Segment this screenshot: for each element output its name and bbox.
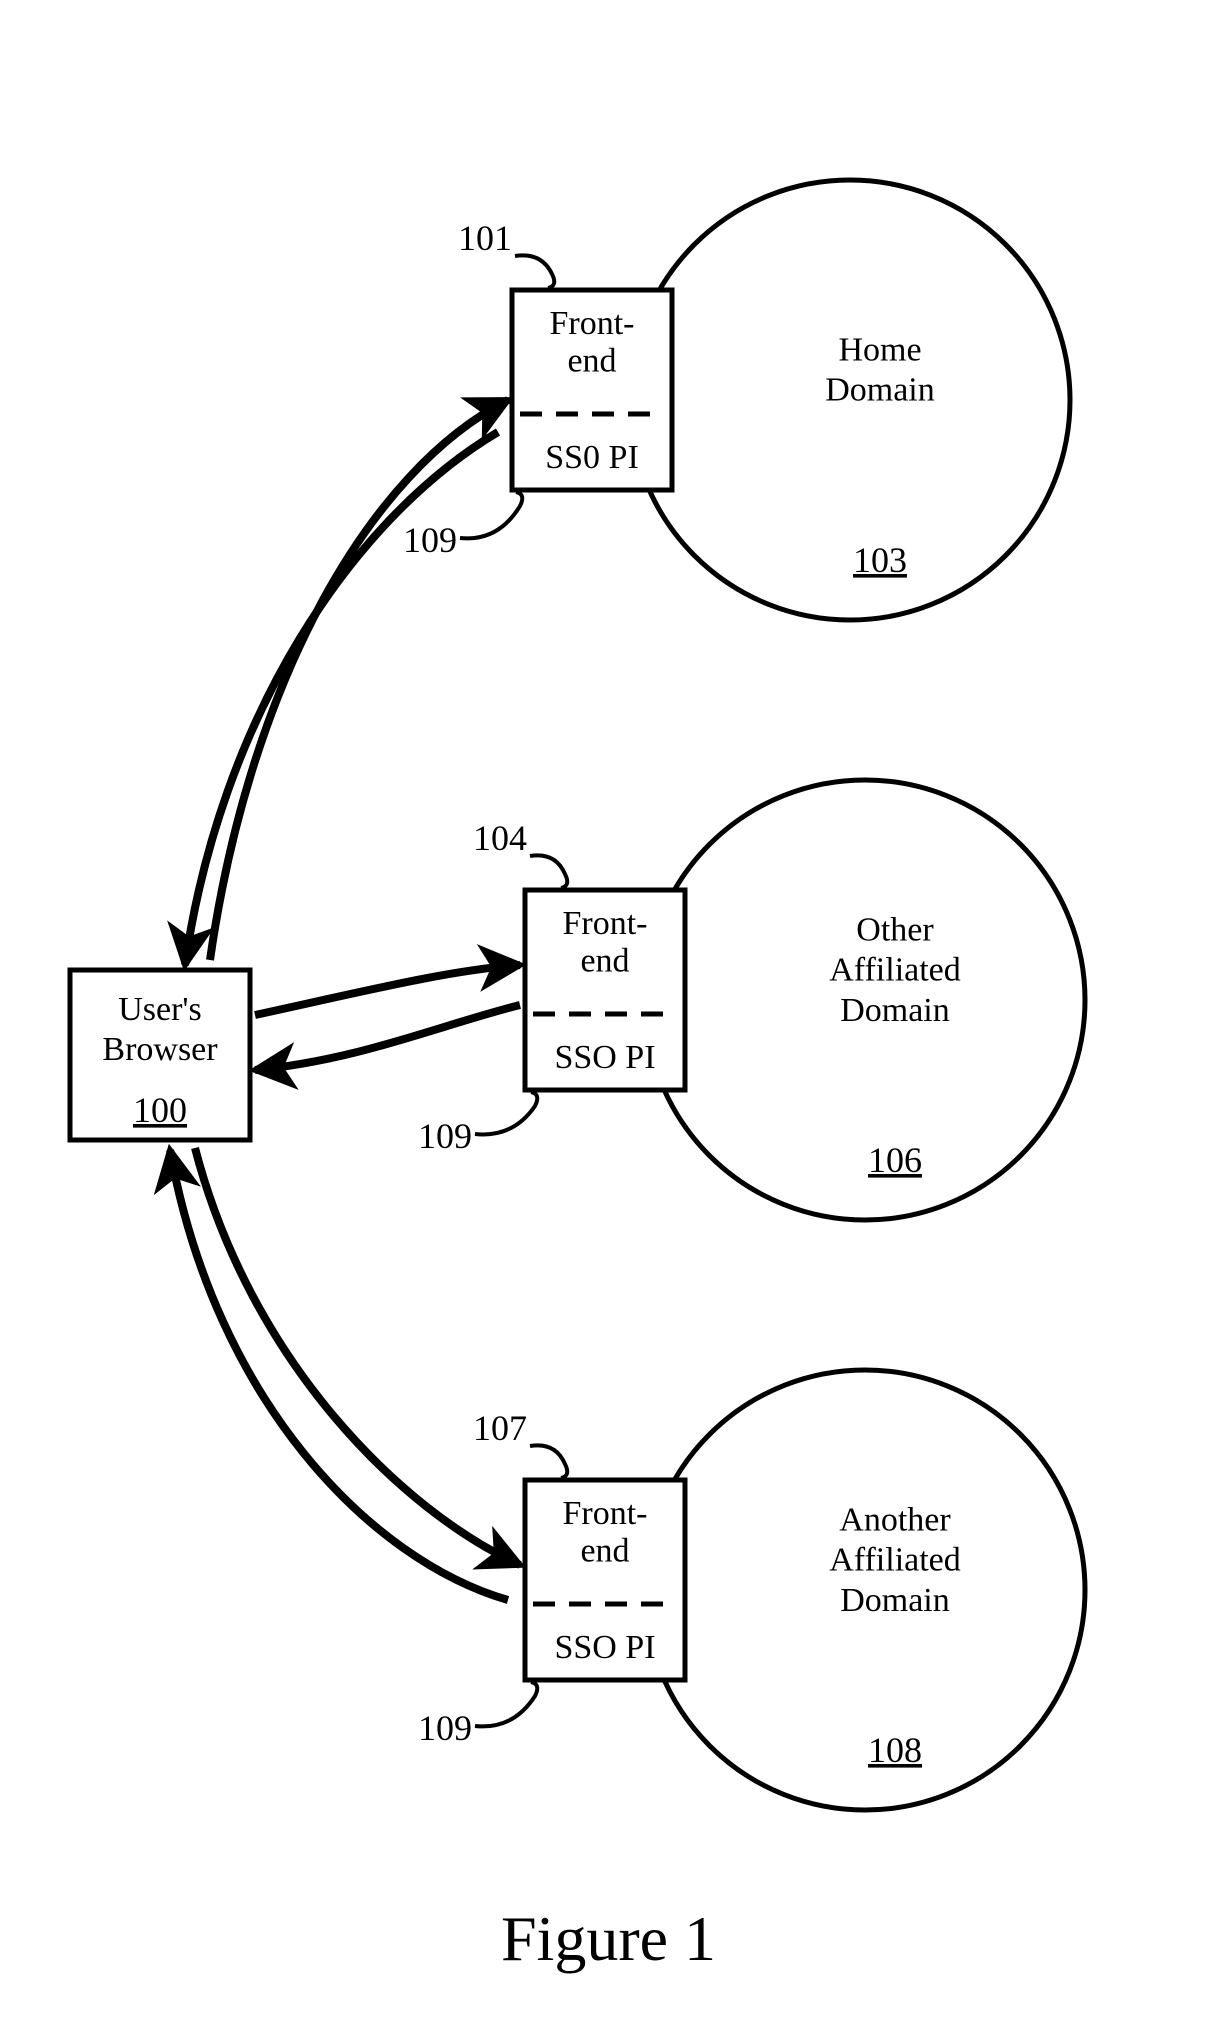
sso-pi-label: SSO PI: [554, 1629, 655, 1666]
connection-arrow: [185, 432, 498, 965]
domain-ref: 103: [853, 540, 907, 580]
reference-leader-hook: [530, 1445, 567, 1478]
reference-leader-number: 109: [418, 1116, 472, 1156]
reference-leader-hook: [475, 1092, 537, 1134]
reference-leader-hook: [515, 255, 554, 288]
reference-leader-hook: [475, 1682, 537, 1726]
domain-ref: 106: [868, 1140, 922, 1180]
user-browser-ref: 100: [133, 1090, 187, 1130]
reference-leader-number: 104: [473, 818, 527, 858]
reference-leader-hook: [530, 855, 567, 888]
reference-leader-number: 109: [403, 520, 457, 560]
connection-arrow: [255, 1005, 520, 1070]
reference-leader-number: 109: [418, 1708, 472, 1748]
reference-leader-number: 107: [473, 1408, 527, 1448]
sso-pi-label: SSO PI: [554, 1039, 655, 1076]
connection-arrow: [255, 965, 520, 1015]
connection-arrow: [210, 400, 508, 960]
sso-pi-label: SS0 PI: [545, 439, 639, 476]
domain-ref: 108: [868, 1730, 922, 1770]
figure-title: Figure 1: [501, 1903, 716, 1974]
reference-leader-hook: [460, 492, 522, 538]
diagram-canvas: User'sBrowser100Front-endSS0 PIHomeDomai…: [0, 0, 1217, 2032]
reference-leader-number: 101: [458, 218, 512, 258]
domain-label: AnotherAffiliatedDomain: [829, 1502, 961, 1619]
